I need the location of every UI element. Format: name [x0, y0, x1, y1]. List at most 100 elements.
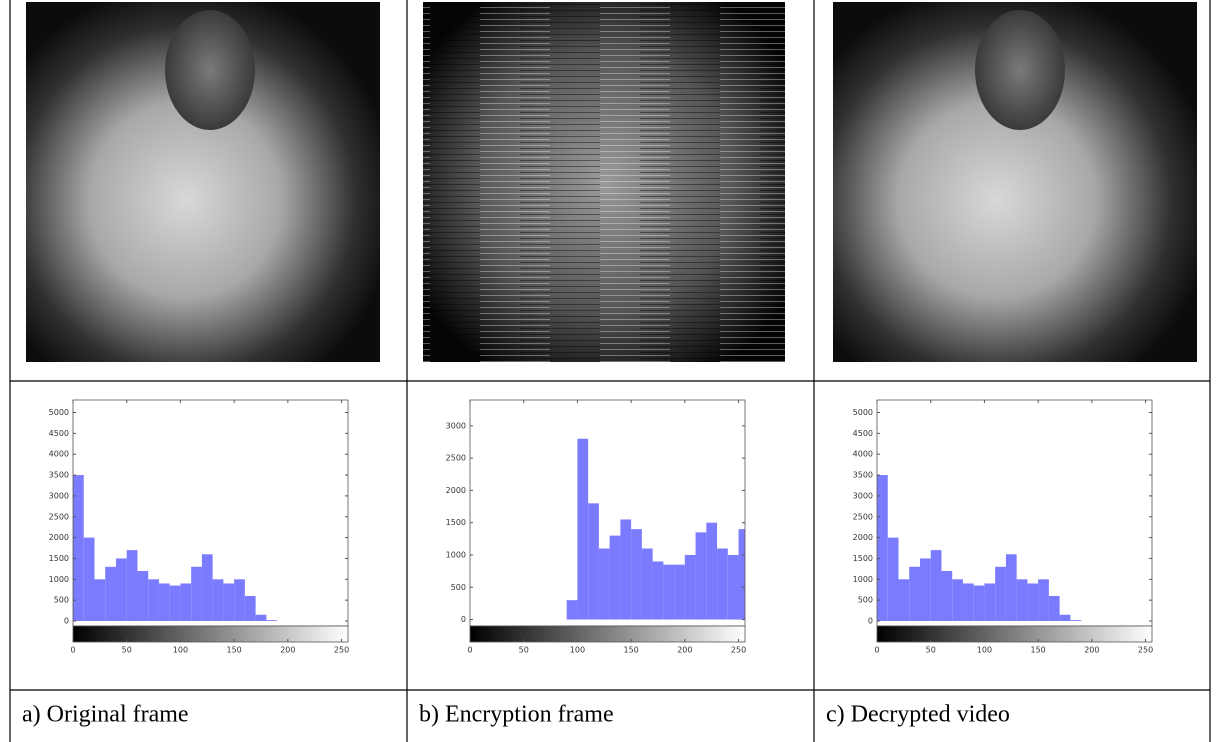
x-tick-label: 250: [1138, 646, 1153, 655]
x-tick-label: 150: [226, 646, 241, 655]
bar: [213, 579, 224, 621]
bar: [685, 555, 696, 620]
bar: [974, 586, 985, 621]
bar: [1038, 579, 1049, 621]
y-tick-label: 1000: [853, 575, 873, 584]
x-tick-label: 100: [173, 646, 188, 655]
bar: [202, 554, 213, 621]
bar: [663, 565, 674, 620]
bar: [717, 549, 728, 620]
y-tick-label: 4000: [853, 450, 873, 459]
y-tick-label: 1500: [446, 518, 466, 527]
y-tick-label: 500: [858, 596, 873, 605]
bar: [995, 567, 1006, 621]
bar: [159, 583, 170, 621]
bar: [84, 538, 95, 621]
colorbar: [877, 626, 1152, 642]
figure: a) Original frame b) Encryption frame c)…: [0, 0, 1217, 742]
y-tick-label: 4000: [49, 450, 69, 459]
x-tick-label: 0: [70, 646, 75, 655]
x-tick-label: 0: [467, 646, 472, 655]
x-tick-label: 200: [280, 646, 295, 655]
caption: a) Original frame: [22, 702, 189, 728]
bar: [1027, 583, 1038, 621]
bar: [728, 555, 739, 620]
bar: [137, 571, 148, 621]
x-tick-label: 200: [1084, 646, 1099, 655]
bar: [567, 600, 578, 619]
bar: [984, 583, 995, 621]
y-tick-label: 3500: [853, 471, 873, 480]
bar: [191, 567, 202, 621]
y-tick-label: 0: [461, 615, 466, 624]
y-tick-label: 4500: [853, 429, 873, 438]
bar: [148, 579, 159, 621]
y-tick-label: 2000: [446, 486, 466, 495]
bar: [963, 583, 974, 621]
bar: [170, 586, 181, 621]
bar: [245, 596, 256, 621]
y-tick-label: 0: [868, 616, 873, 625]
colorbar: [73, 626, 348, 642]
caption: c) Decrypted video: [826, 702, 1010, 728]
x-tick-label: 50: [519, 646, 529, 655]
bar: [1017, 579, 1028, 621]
bar: [920, 558, 931, 621]
bar: [1070, 620, 1081, 621]
bar: [610, 536, 621, 620]
bar: [256, 615, 267, 621]
y-tick-label: 4500: [49, 429, 69, 438]
bar: [706, 523, 717, 620]
y-tick-label: 1000: [49, 575, 69, 584]
bar: [1060, 615, 1071, 621]
bar: [223, 583, 234, 621]
y-tick-label: 1500: [853, 554, 873, 563]
bar: [909, 567, 920, 621]
x-tick-label: 100: [570, 646, 585, 655]
x-tick-label: 100: [977, 646, 992, 655]
y-tick-label: 5000: [853, 408, 873, 417]
x-tick-label: 0: [874, 646, 879, 655]
bar: [266, 620, 277, 621]
y-tick-label: 3000: [853, 491, 873, 500]
bar: [94, 579, 105, 621]
y-tick-label: 3000: [446, 421, 466, 430]
x-tick-label: 50: [926, 646, 936, 655]
bar: [877, 475, 888, 621]
x-tick-label: 150: [623, 646, 638, 655]
y-tick-label: 500: [451, 583, 466, 592]
y-tick-label: 3000: [49, 491, 69, 500]
bar: [116, 558, 127, 621]
bar: [888, 538, 899, 621]
original-face: [165, 10, 255, 130]
x-tick-label: 250: [731, 646, 746, 655]
y-tick-label: 2000: [49, 533, 69, 542]
bar: [1006, 554, 1017, 621]
caption: b) Encryption frame: [419, 702, 614, 728]
y-tick-label: 500: [54, 596, 69, 605]
x-tick-label: 200: [677, 646, 692, 655]
bar: [931, 550, 942, 621]
y-tick-label: 1000: [446, 550, 466, 559]
decrypted-face: [975, 10, 1065, 130]
bar: [588, 503, 599, 619]
bar: [234, 579, 245, 621]
y-tick-label: 2500: [446, 454, 466, 463]
y-tick-label: 3500: [49, 471, 69, 480]
bar: [941, 571, 952, 621]
bar: [577, 439, 588, 620]
bar: [653, 561, 664, 619]
bar: [1049, 596, 1060, 621]
encrypted-streaks: [423, 2, 785, 362]
bar: [642, 549, 653, 620]
bar: [620, 519, 631, 619]
y-tick-label: 1500: [49, 554, 69, 563]
y-tick-label: 5000: [49, 408, 69, 417]
bar: [952, 579, 963, 621]
y-tick-label: 2000: [853, 533, 873, 542]
bar: [696, 532, 707, 619]
bar: [127, 550, 138, 621]
bar: [898, 579, 909, 621]
y-tick-label: 2500: [853, 512, 873, 521]
bar: [180, 583, 191, 621]
